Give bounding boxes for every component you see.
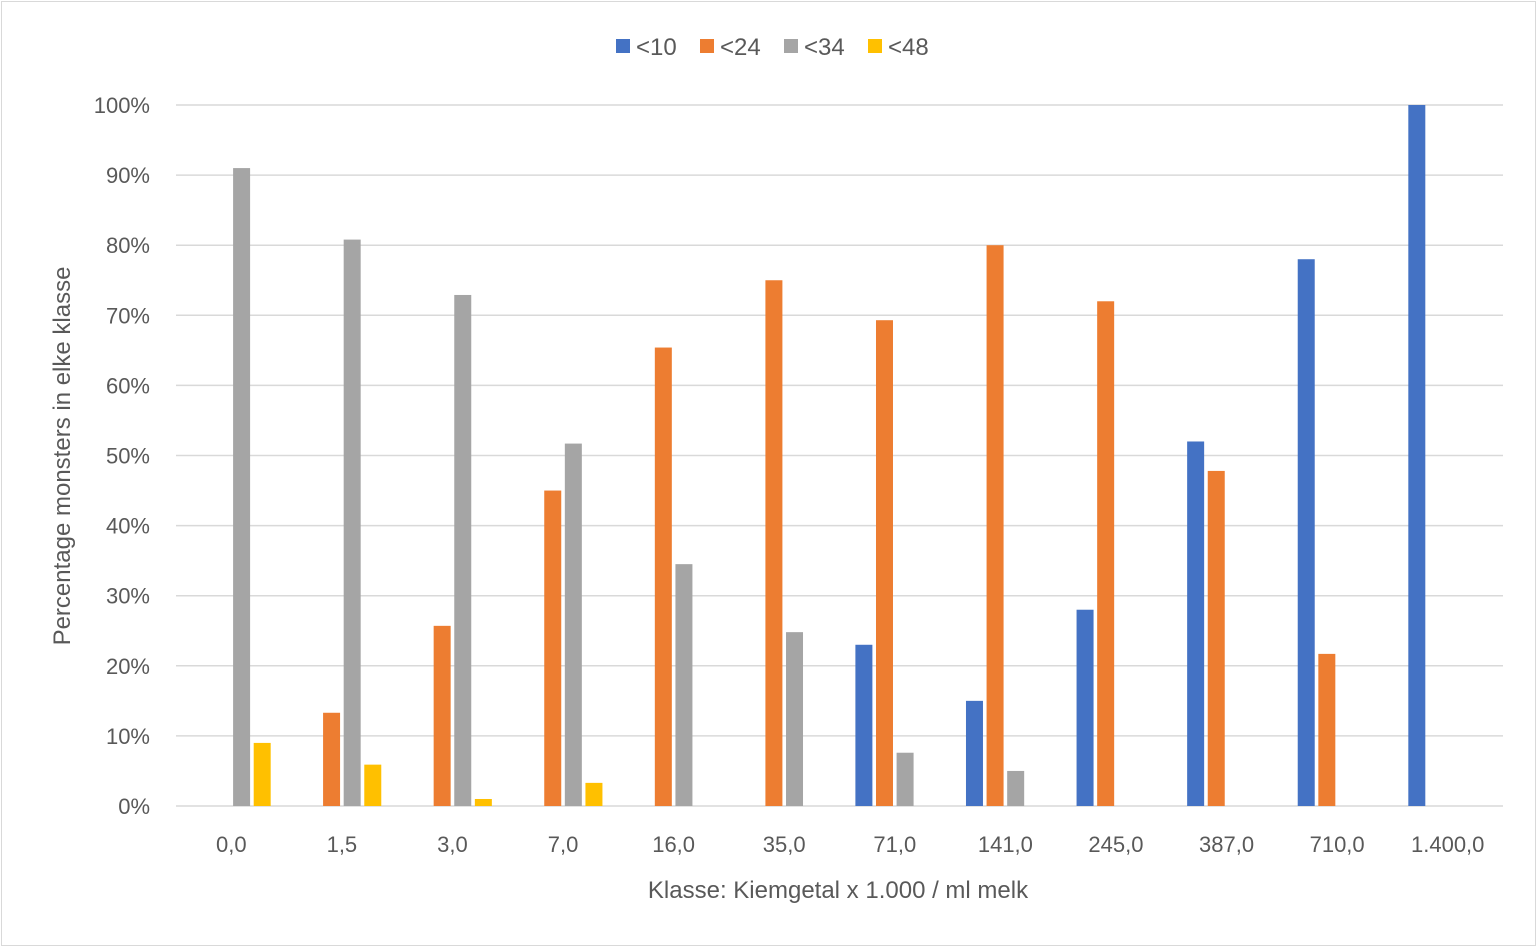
y-tick-label: 50% [106, 444, 150, 469]
bar [965, 700, 983, 806]
bar [896, 752, 914, 806]
x-tick-label: 245,0 [1088, 832, 1143, 857]
bar [364, 764, 382, 806]
bar [454, 294, 472, 806]
x-axis-title: Klasse: Kiemgetal x 1.000 / ml melk [648, 877, 1029, 904]
legend-label: <48 [888, 34, 929, 61]
y-tick-label: 30% [106, 584, 150, 609]
legend-label: <10 [636, 34, 677, 61]
legend-swatch [784, 39, 798, 53]
legend-label: <34 [804, 34, 845, 61]
bar [1076, 609, 1094, 806]
bar [765, 280, 783, 806]
bar [233, 168, 251, 807]
bar [1297, 259, 1315, 807]
bar [1097, 301, 1115, 806]
y-tick-label: 80% [106, 233, 150, 258]
legend: <10 <24 <34 <48 [616, 34, 929, 61]
x-tick-label: 141,0 [978, 832, 1033, 857]
bar [1318, 653, 1336, 806]
legend-label: <24 [720, 34, 761, 61]
x-tick-label: 3,0 [437, 832, 468, 857]
y-axis-ticks: 0% 10% 20% 30% 40% 50% 60% 70% 80% 90% 100% [94, 93, 150, 819]
legend-swatch [868, 39, 882, 53]
bar [1408, 105, 1426, 806]
x-tick-label: 387,0 [1199, 832, 1254, 857]
bars [233, 105, 1426, 807]
bar [585, 782, 603, 806]
bar [323, 712, 341, 806]
bar [855, 644, 873, 806]
x-tick-label: 1.400,0 [1411, 832, 1484, 857]
bar [253, 742, 271, 806]
bar [544, 490, 562, 806]
bar [1007, 770, 1025, 806]
x-tick-label: 71,0 [873, 832, 916, 857]
y-tick-label: 40% [106, 514, 150, 539]
y-tick-label: 0% [118, 794, 150, 819]
x-tick-label: 16,0 [652, 832, 695, 857]
bar [564, 443, 582, 806]
bar [433, 625, 451, 806]
bar [474, 798, 492, 806]
x-tick-label: 7,0 [548, 832, 579, 857]
bar [1207, 470, 1225, 806]
bar [675, 564, 693, 806]
legend-swatch [700, 39, 714, 53]
y-tick-label: 90% [106, 163, 150, 188]
bar [343, 239, 361, 807]
bar [986, 245, 1004, 806]
bar [1187, 441, 1205, 806]
x-tick-label: 710,0 [1310, 832, 1365, 857]
x-tick-label: 1,5 [327, 832, 358, 857]
bar [654, 347, 672, 806]
y-axis-title: Percentage monsters in elke klasse [49, 267, 76, 646]
gridlines [176, 104, 1503, 807]
y-tick-label: 60% [106, 373, 150, 398]
y-tick-label: 10% [106, 724, 150, 749]
x-axis-ticks: 0,0 1,5 3,0 7,0 16,0 35,0 71,0 141,0 245,0 387,0 7… [216, 832, 1484, 857]
y-tick-label: 20% [106, 654, 150, 679]
x-tick-label: 35,0 [763, 832, 806, 857]
legend-swatch [616, 39, 630, 53]
y-tick-label: 100% [94, 93, 150, 118]
y-tick-label: 70% [106, 303, 150, 328]
bar [786, 632, 804, 806]
x-tick-label: 0,0 [216, 832, 247, 857]
bar [875, 320, 893, 806]
